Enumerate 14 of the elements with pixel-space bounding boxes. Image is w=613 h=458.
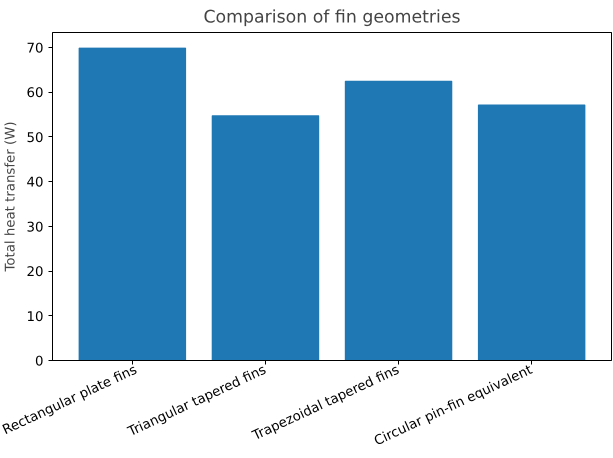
- y-tick-label: 10: [26, 310, 44, 325]
- y-tick-label: 60: [26, 86, 44, 102]
- bar: [344, 80, 452, 360]
- bar: [78, 48, 186, 360]
- bar: [478, 104, 586, 360]
- y-tick-label: 30: [26, 220, 44, 236]
- y-tick-label: 0: [35, 354, 44, 370]
- y-tick-label: 70: [26, 41, 44, 56]
- bar: [212, 115, 320, 360]
- y-tick-label: 40: [26, 176, 44, 191]
- y-tick-label: 20: [26, 265, 44, 280]
- y-tick-label: 50: [26, 130, 44, 146]
- y-axis-title: Total heat transfer (W): [4, 121, 19, 273]
- chart-title: Comparison of fin geometries: [203, 8, 461, 28]
